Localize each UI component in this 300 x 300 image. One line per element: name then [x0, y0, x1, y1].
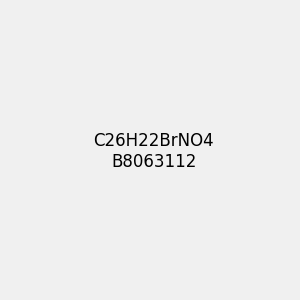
- Text: C26H22BrNO4
B8063112: C26H22BrNO4 B8063112: [93, 132, 214, 171]
